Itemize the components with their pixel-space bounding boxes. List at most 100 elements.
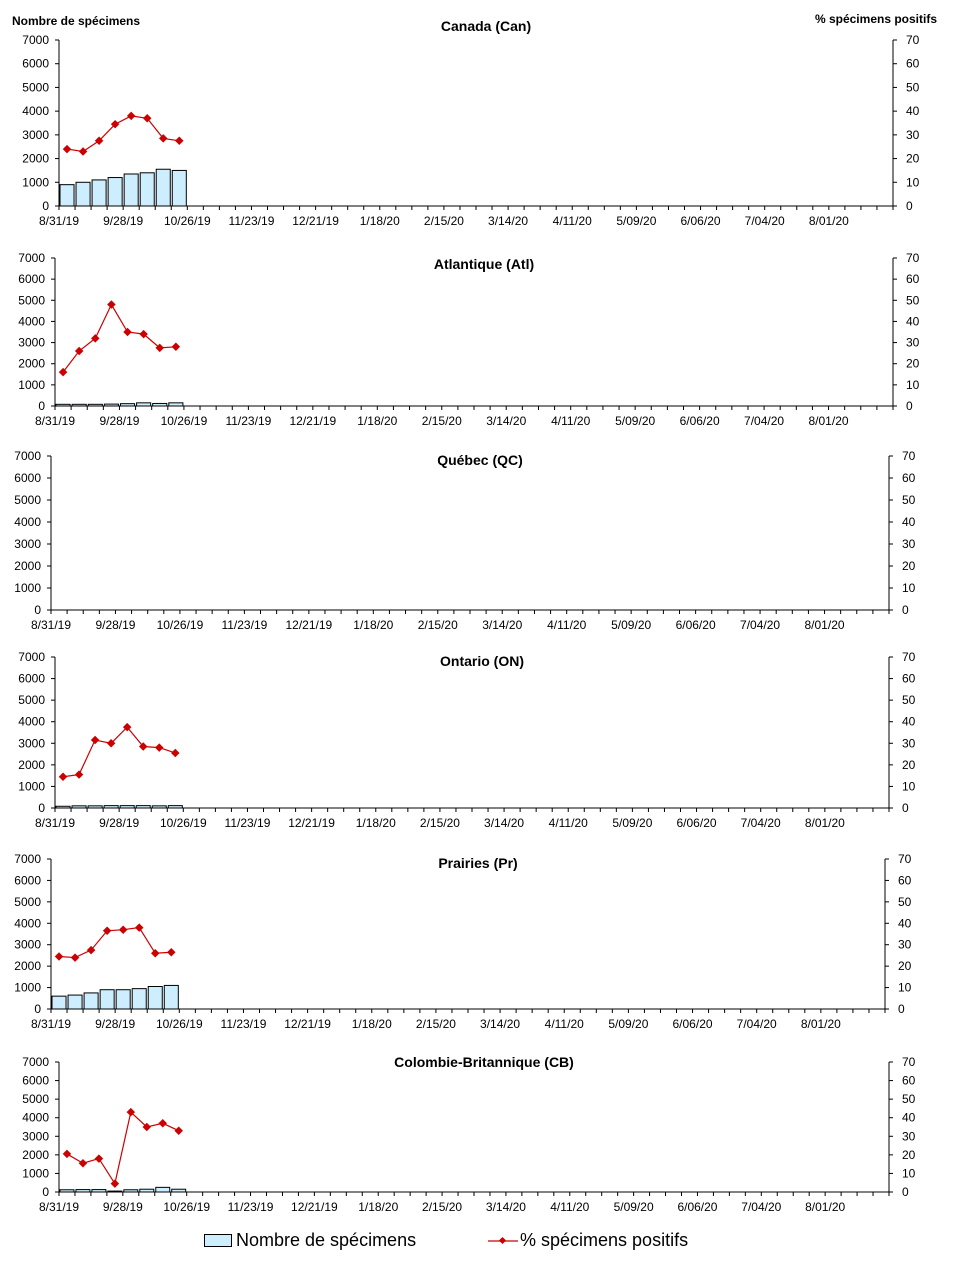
x-tick-label: 10/26/19 xyxy=(161,414,208,428)
legend-bar-swatch xyxy=(204,1234,232,1247)
y-left-tick-label: 2000 xyxy=(14,959,41,973)
y-right-tick-label: 40 xyxy=(902,1111,916,1125)
specimen-bar xyxy=(139,172,155,207)
x-tick-label: 10/26/19 xyxy=(157,618,204,632)
y-right-tick-label: 20 xyxy=(898,959,912,973)
specimen-bar xyxy=(103,403,119,407)
positive-percent-point xyxy=(158,1119,167,1128)
specimen-bar xyxy=(136,402,152,407)
y-right-tick-label: 70 xyxy=(902,449,916,463)
specimen-bar xyxy=(107,1190,123,1193)
x-tick-label: 7/04/20 xyxy=(744,414,784,428)
specimen-bar xyxy=(119,403,136,407)
positive-percent-point xyxy=(142,114,152,123)
y-right-tick-label: 50 xyxy=(906,80,920,94)
y-right-tick-label: 40 xyxy=(902,515,916,529)
x-tick-label: 7/04/20 xyxy=(741,1200,781,1214)
y-right-tick-label: 50 xyxy=(902,693,916,707)
positive-percent-point xyxy=(94,136,104,146)
y-left-tick-label: 2000 xyxy=(22,1148,49,1162)
x-tick-label: 3/14/20 xyxy=(488,214,528,228)
y-left-tick-label: 0 xyxy=(34,1002,41,1016)
positive-percent-line xyxy=(66,115,180,153)
legend-item-bars: Nombre de spécimens xyxy=(204,1230,416,1251)
x-tick-label: 7/04/20 xyxy=(740,618,780,632)
y-left-tick-label: 5000 xyxy=(18,693,45,707)
specimen-bar xyxy=(155,1186,171,1193)
y-right-tick-label: 30 xyxy=(902,1129,916,1143)
y-right-tick-label: 10 xyxy=(898,981,912,995)
positive-percent-point xyxy=(90,735,100,745)
x-tick-label: 11/23/19 xyxy=(225,816,271,830)
y-left-tick-label: 1000 xyxy=(14,981,41,995)
x-tick-label: 6/06/20 xyxy=(677,1200,717,1214)
x-tick-label: 4/11/20 xyxy=(549,816,588,830)
specimen-bar xyxy=(75,1189,91,1193)
y-left-tick-label: 0 xyxy=(38,801,45,815)
x-tick-label: 9/28/19 xyxy=(99,816,139,830)
y-left-tick-label: 3000 xyxy=(14,938,41,952)
y-right-tick-label: 10 xyxy=(902,581,916,595)
x-tick-label: 4/11/20 xyxy=(545,1017,584,1031)
y-left-tick-label: 5000 xyxy=(18,293,45,307)
y-left-tick-label: 7000 xyxy=(18,251,45,265)
y-left-tick-label: 5000 xyxy=(22,80,49,94)
x-tick-label: 7/04/20 xyxy=(737,1017,777,1031)
x-tick-label: 3/14/20 xyxy=(484,816,524,830)
positive-percent-point xyxy=(58,367,68,377)
y-left-tick-label: 1000 xyxy=(18,378,45,392)
specimen-bar xyxy=(83,992,99,1010)
positive-percent-line xyxy=(62,726,176,778)
positive-percent-point xyxy=(175,136,184,146)
y-right-tick-label: 0 xyxy=(902,801,909,815)
legend-line-label: % spécimens positifs xyxy=(520,1230,689,1250)
y-left-tick-label: 7000 xyxy=(14,852,41,866)
y-left-tick-label: 2000 xyxy=(22,152,49,166)
x-tick-label: 2/15/20 xyxy=(422,1200,462,1214)
x-tick-label: 8/01/20 xyxy=(805,816,845,830)
y-right-tick-label: 30 xyxy=(902,736,916,750)
y-left-tick-label: 1000 xyxy=(22,175,49,189)
specimen-bar xyxy=(171,169,187,207)
y-left-tick-label: 1000 xyxy=(22,1166,49,1180)
x-tick-label: 11/23/19 xyxy=(225,414,271,428)
x-tick-label: 9/28/19 xyxy=(103,214,143,228)
x-tick-label: 11/23/19 xyxy=(229,214,275,228)
x-tick-label: 8/01/20 xyxy=(809,414,849,428)
x-tick-label: 3/14/20 xyxy=(486,1200,526,1214)
x-tick-label: 4/11/20 xyxy=(553,214,592,228)
x-tick-label: 5/09/20 xyxy=(614,1200,654,1214)
y-right-tick-label: 0 xyxy=(906,199,913,213)
y-left-tick-label: 1000 xyxy=(18,779,45,793)
y-right-tick-label: 0 xyxy=(902,1185,909,1199)
y-right-tick-label: 70 xyxy=(906,33,920,47)
y-left-tick-label: 2000 xyxy=(18,357,45,371)
y-left-tick-label: 4000 xyxy=(22,104,49,118)
positive-percent-point xyxy=(126,111,136,121)
specimen-bar xyxy=(87,805,103,809)
legend-bars-label: Nombre de spécimens xyxy=(236,1230,417,1250)
y-right-tick-label: 60 xyxy=(902,672,916,686)
specimen-bar xyxy=(119,805,135,809)
x-tick-label: 8/31/19 xyxy=(31,618,71,632)
positive-percent-point xyxy=(123,327,132,337)
specimen-bar xyxy=(67,994,83,1010)
x-tick-label: 3/14/20 xyxy=(486,414,526,428)
x-tick-label: 10/26/19 xyxy=(163,1200,210,1214)
specimen-bar xyxy=(55,403,71,407)
y-left-tick-label: 4000 xyxy=(18,314,45,328)
chart-panel-2: Atlantique (Atl)010002000300040005000600… xyxy=(18,251,919,428)
chart-panel-5: Prairies (Pr) 0 1000 2000 3000 4000 5000 6000 70… xyxy=(14,852,911,1031)
y-right-tick-label: 10 xyxy=(902,779,916,793)
specimen-bar xyxy=(103,805,119,809)
positive-percent-point xyxy=(159,134,168,143)
specimen-bar xyxy=(71,805,87,809)
specimen-bar xyxy=(59,1189,75,1193)
x-tick-label: 2/15/20 xyxy=(424,214,464,228)
positive-percent-point xyxy=(110,119,120,129)
x-tick-label: 10/26/19 xyxy=(156,1017,203,1031)
specimen-bar xyxy=(123,173,139,207)
x-tick-label: 10/26/19 xyxy=(160,816,207,830)
x-tick-label: 2/15/20 xyxy=(418,618,458,632)
